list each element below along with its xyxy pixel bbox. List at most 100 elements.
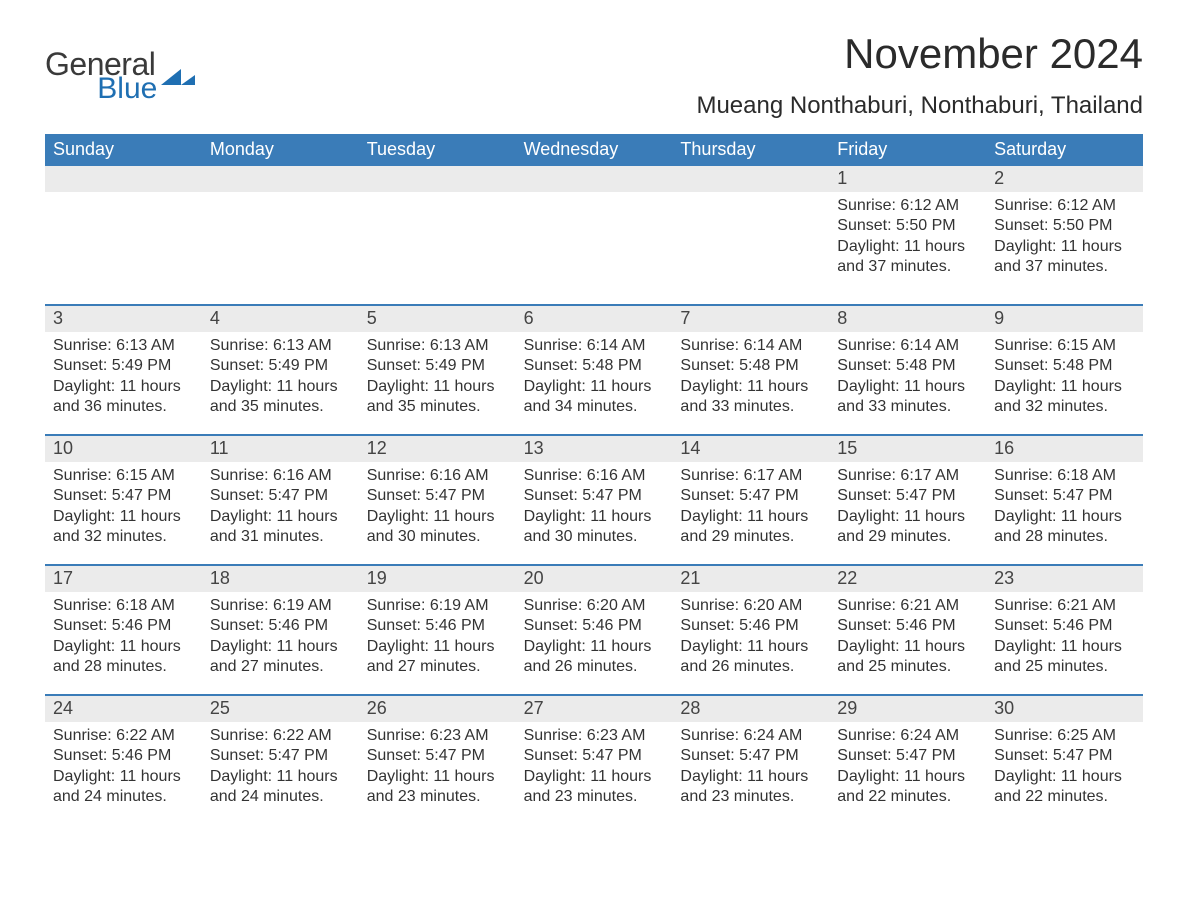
day-number: 2 [986, 166, 1143, 192]
day-content: Sunrise: 6:23 AMSunset: 5:47 PMDaylight:… [359, 722, 516, 824]
sunrise-text: Sunrise: 6:14 AM [680, 336, 821, 356]
daylight-text: Daylight: 11 hours and 25 minutes. [994, 637, 1135, 678]
day-number: 10 [45, 436, 202, 462]
day-content: Sunrise: 6:14 AMSunset: 5:48 PMDaylight:… [516, 332, 673, 434]
daylight-text: Daylight: 11 hours and 23 minutes. [367, 767, 508, 808]
sunset-text: Sunset: 5:47 PM [680, 486, 821, 506]
day-content: Sunrise: 6:17 AMSunset: 5:47 PMDaylight:… [672, 462, 829, 564]
daylight-text: Daylight: 11 hours and 30 minutes. [367, 507, 508, 548]
weekday-header: Sunday [45, 134, 202, 166]
sunrise-text: Sunrise: 6:16 AM [367, 466, 508, 486]
day-content: Sunrise: 6:18 AMSunset: 5:46 PMDaylight:… [45, 592, 202, 694]
sunrise-text: Sunrise: 6:20 AM [680, 596, 821, 616]
daylight-text: Daylight: 11 hours and 27 minutes. [367, 637, 508, 678]
day-number: 27 [516, 696, 673, 722]
sunset-text: Sunset: 5:46 PM [367, 616, 508, 636]
day-number: 5 [359, 306, 516, 332]
calendar: Sunday Monday Tuesday Wednesday Thursday… [45, 134, 1143, 824]
day-content: Sunrise: 6:24 AMSunset: 5:47 PMDaylight:… [672, 722, 829, 824]
sunset-text: Sunset: 5:47 PM [837, 746, 978, 766]
daylight-text: Daylight: 11 hours and 37 minutes. [837, 237, 978, 278]
sunrise-text: Sunrise: 6:17 AM [680, 466, 821, 486]
day-number-row: 12 [45, 166, 1143, 192]
sunrise-text: Sunrise: 6:25 AM [994, 726, 1135, 746]
day-number: 25 [202, 696, 359, 722]
day-content: Sunrise: 6:19 AMSunset: 5:46 PMDaylight:… [359, 592, 516, 694]
day-number: 19 [359, 566, 516, 592]
day-content: Sunrise: 6:15 AMSunset: 5:47 PMDaylight:… [45, 462, 202, 564]
day-number: 7 [672, 306, 829, 332]
sunset-text: Sunset: 5:46 PM [994, 616, 1135, 636]
daylight-text: Daylight: 11 hours and 25 minutes. [837, 637, 978, 678]
day-number: 23 [986, 566, 1143, 592]
daylight-text: Daylight: 11 hours and 23 minutes. [524, 767, 665, 808]
daylight-text: Daylight: 11 hours and 33 minutes. [837, 377, 978, 418]
sunrise-text: Sunrise: 6:19 AM [367, 596, 508, 616]
sunset-text: Sunset: 5:47 PM [994, 746, 1135, 766]
day-number: 15 [829, 436, 986, 462]
day-content-row: Sunrise: 6:13 AMSunset: 5:49 PM Daylight:… [45, 332, 1143, 434]
sunrise-text: Sunrise: 6:23 AM [524, 726, 665, 746]
sunset-text: Sunset: 5:47 PM [210, 746, 351, 766]
sunset-text: Sunset: 5:47 PM [210, 486, 351, 506]
weekday-header-row: Sunday Monday Tuesday Wednesday Thursday… [45, 134, 1143, 166]
day-number: 12 [359, 436, 516, 462]
sunset-text: Sunset: 5:48 PM [524, 356, 665, 376]
day-number: 14 [672, 436, 829, 462]
sunset-text: Sunset: 5:48 PM [680, 356, 821, 376]
sunrise-text: Sunrise: 6:13 AM [367, 336, 508, 356]
sunset-text: Sunset: 5:47 PM [837, 486, 978, 506]
day-content: Sunrise: 6:22 AMSunset: 5:46 PMDaylight:… [45, 722, 202, 824]
sunset-text: Sunset: 5:49 PM [367, 356, 508, 376]
day-number: 20 [516, 566, 673, 592]
day-content: Sunrise: 6:19 AMSunset: 5:46 PMDaylight:… [202, 592, 359, 694]
day-content: Sunrise: 6:24 AMSunset: 5:47 PMDaylight:… [829, 722, 986, 824]
day-content [672, 192, 829, 304]
sunset-text: Sunset: 5:46 PM [680, 616, 821, 636]
sunrise-text: Sunrise: 6:19 AM [210, 596, 351, 616]
daylight-text: Daylight: 11 hours and 28 minutes. [53, 637, 194, 678]
day-number: 8 [829, 306, 986, 332]
day-number-row: 3456789 [45, 304, 1143, 332]
daylight-text: Daylight: 11 hours and 34 minutes. [524, 377, 665, 418]
day-content: Sunrise: 6:12 AMSunset: 5:50 PMDaylight:… [829, 192, 986, 304]
daylight-text: Daylight: 11 hours and 24 minutes. [210, 767, 351, 808]
day-number: 28 [672, 696, 829, 722]
daylight-text: Daylight: 11 hours and 32 minutes. [53, 507, 194, 548]
day-content: Sunrise: 6:25 AMSunset: 5:47 PMDaylight:… [986, 722, 1143, 824]
sunrise-text: Sunrise: 6:22 AM [53, 726, 194, 746]
day-content: Sunrise: 6:14 AMSunset: 5:48 PMDaylight:… [829, 332, 986, 434]
day-content [516, 192, 673, 304]
day-number: 30 [986, 696, 1143, 722]
daylight-text: Daylight: 11 hours and 27 minutes. [210, 637, 351, 678]
sunset-text: Sunset: 5:47 PM [994, 486, 1135, 506]
sunset-text: Sunset: 5:47 PM [53, 486, 194, 506]
sunrise-text: Sunrise: 6:17 AM [837, 466, 978, 486]
day-number: 26 [359, 696, 516, 722]
daylight-text: Daylight: 11 hours and 26 minutes. [524, 637, 665, 678]
sunset-text: Sunset: 5:50 PM [837, 216, 978, 236]
sunset-text: Sunset: 5:47 PM [367, 746, 508, 766]
day-content: Sunrise: 6:14 AMSunset: 5:48 PMDaylight:… [672, 332, 829, 434]
day-number: 16 [986, 436, 1143, 462]
header: General Blue November 2024 Mueang Nontha… [45, 30, 1143, 120]
sunset-text: Sunset: 5:47 PM [367, 486, 508, 506]
weekday-header: Monday [202, 134, 359, 166]
sunrise-text: Sunrise: 6:18 AM [994, 466, 1135, 486]
sunset-text: Sunset: 5:46 PM [210, 616, 351, 636]
sunset-text: Sunset: 5:46 PM [53, 616, 194, 636]
sunrise-text: Sunrise: 6:24 AM [837, 726, 978, 746]
daylight-text: Daylight: 11 hours and 35 minutes. [210, 377, 351, 418]
day-number: 1 [829, 166, 986, 192]
day-content-row: Sunrise: 6:18 AMSunset: 5:46 PMDaylight:… [45, 592, 1143, 694]
day-content [202, 192, 359, 304]
day-number: 22 [829, 566, 986, 592]
daylight-text: Daylight: 11 hours and 30 minutes. [524, 507, 665, 548]
location-text: Mueang Nonthaburi, Nonthaburi, Thailand [696, 92, 1143, 120]
daylight-text: Daylight: 11 hours and 23 minutes. [680, 767, 821, 808]
sunset-text: Sunset: 5:50 PM [994, 216, 1135, 236]
day-number-row: 17181920212223 [45, 564, 1143, 592]
day-number [516, 166, 673, 192]
day-content-row: Sunrise: 6:15 AMSunset: 5:47 PMDaylight:… [45, 462, 1143, 564]
day-number [672, 166, 829, 192]
